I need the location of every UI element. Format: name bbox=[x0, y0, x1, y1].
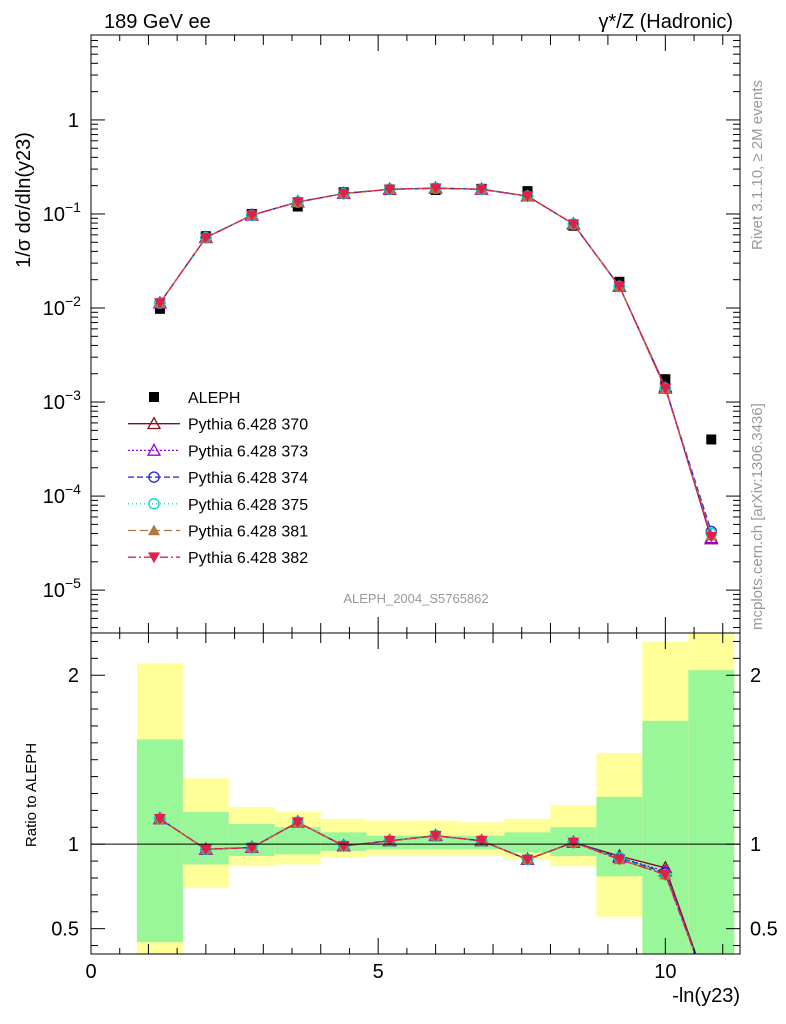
data-point-p382 bbox=[383, 836, 396, 847]
ratio-y-tick-label-right: 0.5 bbox=[750, 919, 778, 941]
data-point-p382 bbox=[199, 232, 212, 244]
band-inner-bin bbox=[688, 670, 735, 954]
main-y-tick-exponent: −5 bbox=[65, 575, 81, 591]
analysis-tag: ALEPH_2004_S5765862 bbox=[343, 591, 488, 606]
band-inner-bin bbox=[642, 720, 689, 954]
data-point-p382 bbox=[383, 184, 396, 196]
main-y-axis-label-text: 1/σ dσ/dln(y23) bbox=[13, 132, 35, 268]
legend-label-p381: Pythia 6.428 381 bbox=[188, 524, 308, 541]
data-point-p382 bbox=[153, 814, 166, 825]
data-point-p382 bbox=[475, 836, 488, 847]
legend-label-p373: Pythia 6.428 373 bbox=[188, 443, 308, 460]
main-y-tick-label: 1 bbox=[68, 110, 79, 132]
data-point-p382 bbox=[567, 219, 580, 231]
x-tick-label: 0 bbox=[85, 961, 96, 983]
ratio-y-axis-label: Ratio to ALEPH bbox=[23, 743, 40, 847]
main-plot-frame bbox=[90, 34, 741, 634]
main-y-tick-label: 10 bbox=[43, 486, 65, 508]
rivet-label: Rivet 3.1.10, ≥ 2M events bbox=[749, 80, 766, 250]
data-point-p382 bbox=[613, 281, 626, 293]
main-y-tick-label: 10 bbox=[43, 204, 65, 226]
legend-marker-p370 bbox=[146, 416, 162, 430]
ratio-series-layer bbox=[152, 811, 697, 954]
band-inner-bin bbox=[504, 832, 551, 853]
legend-marker-p382 bbox=[148, 552, 160, 564]
x-axis-label: -ln(y23) bbox=[672, 985, 740, 1007]
ratio-y-tick-label: 1 bbox=[68, 834, 79, 856]
legend-marker-p374 bbox=[148, 471, 160, 483]
main-y-tick-label: 10 bbox=[43, 392, 65, 414]
data-point-p382 bbox=[337, 188, 350, 200]
data-point-p382 bbox=[521, 854, 534, 866]
x-tick-label: 10 bbox=[654, 961, 676, 983]
data-point-p382 bbox=[613, 854, 626, 866]
data-point-p382 bbox=[199, 844, 212, 856]
band-inner-bin bbox=[412, 835, 459, 850]
legend-label-p374: Pythia 6.428 374 bbox=[188, 470, 308, 487]
main-y-axis-label: 1/σ dσ/dln(y23) bbox=[13, 132, 35, 268]
data-point-p382 bbox=[475, 184, 488, 196]
data-point-p382 bbox=[705, 531, 718, 543]
main-y-tick-exponent: −2 bbox=[65, 293, 81, 309]
ratio-y-tick-label: 0.5 bbox=[51, 919, 79, 941]
band-inner-bin bbox=[182, 812, 229, 865]
axes-layer: 110 −110 −210 −310 −410 −50 5 100.5 0.51 12 2 bbox=[43, 34, 778, 983]
legend-marker-p381 bbox=[148, 524, 160, 536]
band-inner-bin bbox=[136, 739, 183, 943]
legend-marker-data bbox=[149, 392, 159, 402]
data-point-p382 bbox=[153, 298, 166, 310]
main-y-tick-exponent: −3 bbox=[65, 387, 81, 403]
data-point-data bbox=[706, 434, 717, 445]
data-point-p382 bbox=[659, 869, 672, 881]
legend: ALEPH Pythia 6.428 370 Pythia 6.428 373 Pyt… bbox=[128, 390, 308, 567]
legend-label-p382: Pythia 6.428 382 bbox=[188, 550, 308, 567]
x-tick-label: 5 bbox=[373, 961, 384, 983]
data-point-p382 bbox=[245, 842, 258, 854]
ratio-y-tick-label-right: 1 bbox=[750, 834, 761, 856]
data-point-p382 bbox=[567, 837, 580, 849]
ratio-y-tick-label-right: 2 bbox=[750, 665, 761, 687]
header-right-label: γ*/Z (Hadronic) bbox=[599, 11, 733, 33]
band-inner-bin bbox=[274, 827, 321, 855]
data-point-p382 bbox=[291, 817, 304, 829]
ratio-y-tick-label: 2 bbox=[68, 665, 79, 687]
data-point-p382 bbox=[429, 830, 442, 842]
data-point-p382 bbox=[429, 183, 442, 195]
data-point-data bbox=[660, 374, 671, 385]
main-series-layer bbox=[152, 180, 719, 545]
main-y-tick-label: 10 bbox=[43, 298, 65, 320]
legend-marker-p373 bbox=[146, 443, 162, 456]
uncertainty-bands bbox=[136, 633, 735, 954]
data-point-p382 bbox=[521, 191, 534, 203]
data-point-p382 bbox=[291, 197, 304, 209]
data-point-p382 bbox=[659, 383, 672, 395]
legend-marker-p375 bbox=[148, 498, 160, 510]
legend-label-p375: Pythia 6.428 375 bbox=[188, 497, 308, 514]
legend-label-p370: Pythia 6.428 370 bbox=[188, 417, 308, 434]
main-y-tick-label: 10 bbox=[43, 580, 65, 602]
data-point-p382 bbox=[245, 210, 258, 222]
main-y-tick-exponent: −4 bbox=[65, 481, 81, 497]
mcplots-label: mcplots.cern.ch [arXiv:1306.3436] bbox=[749, 403, 766, 630]
header-left-label: 189 GeV ee bbox=[104, 11, 211, 33]
legend-label-data: ALEPH bbox=[188, 390, 240, 407]
main-y-tick-exponent: −1 bbox=[65, 199, 81, 215]
